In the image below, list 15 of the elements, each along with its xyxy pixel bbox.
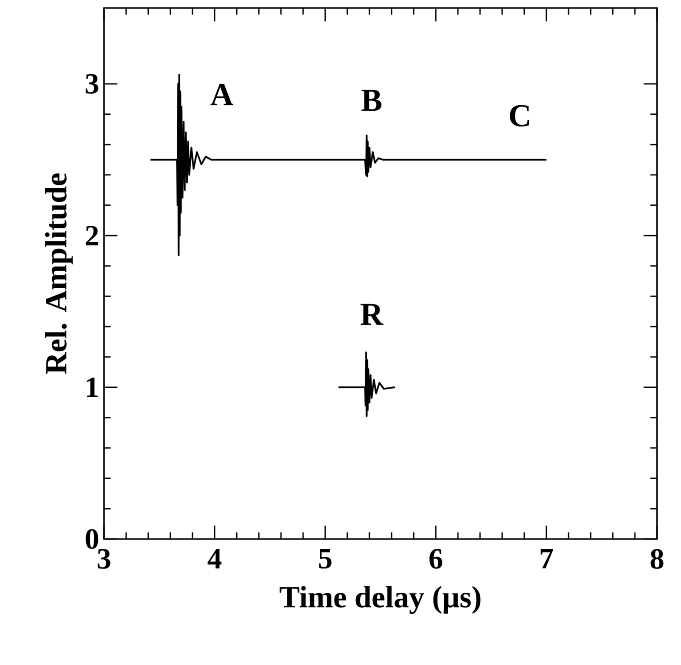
annotation: R — [360, 304, 384, 325]
x-tick-label: 6 — [429, 549, 442, 569]
annotation: C — [510, 105, 529, 127]
x-tick-label: 7 — [540, 549, 554, 568]
x-axis-title: Time delay (μs) — [280, 586, 480, 614]
y-tick-label: 1 — [86, 378, 98, 397]
annotation: B — [362, 90, 382, 111]
y-axis-title: Rel. Amplitude — [44, 173, 73, 374]
y-tick-label: 3 — [86, 74, 98, 94]
x-tick-label: 5 — [319, 549, 332, 569]
x-tick-label: 8 — [650, 549, 664, 569]
y-tick-label: 2 — [86, 226, 98, 246]
annotation: A — [210, 84, 234, 106]
y-tick-label: 0 — [86, 529, 98, 549]
x-tick-label: 4 — [208, 549, 222, 568]
